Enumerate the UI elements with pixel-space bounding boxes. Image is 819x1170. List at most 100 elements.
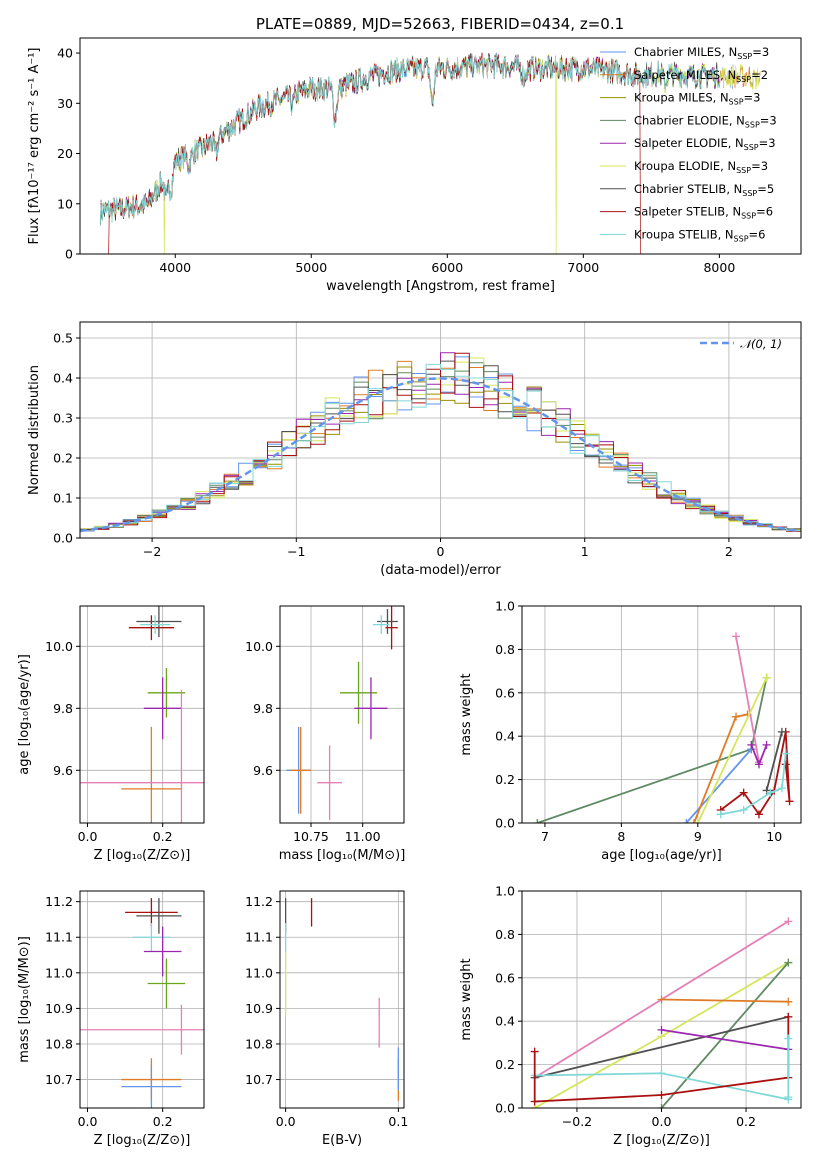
legend-label-count: =3 — [752, 45, 769, 59]
legend-label-subscript: SSP — [734, 234, 749, 243]
x-tick-label: 0.2 — [153, 829, 173, 844]
legend-label-count: =5 — [757, 182, 774, 196]
weight-marker — [754, 760, 763, 769]
axes-frame — [521, 890, 802, 1109]
normal-reference-curve — [80, 377, 799, 533]
x-axis-label: mass [log₁₀(M/M⊙)] — [279, 848, 406, 863]
x-axis-label: (data-model)/error — [380, 563, 501, 578]
y-tick-label: 10.9 — [45, 1001, 73, 1016]
y-tick-label: 0.0 — [495, 816, 515, 831]
y-tick-label: 9.6 — [53, 763, 73, 778]
weight-marker — [739, 788, 748, 797]
x-tick-label: 0.0 — [78, 829, 98, 844]
y-tick-label: 11.1 — [245, 930, 273, 945]
x-tick-label: 5000 — [295, 260, 327, 275]
x-tick-label: 8000 — [703, 260, 735, 275]
plot-area — [100, 52, 761, 254]
age-vs-mass-panel: 10.75 11.00 9.6 9.8 10.0 mass [log₁₀(M/M⊙)] — [245, 605, 406, 863]
x-tick-label: 2 — [725, 544, 733, 559]
weight-marker — [732, 632, 741, 641]
y-tick-label: 0.0 — [53, 531, 73, 546]
weight-marker — [716, 810, 725, 819]
y-tick-label: 11.1 — [45, 930, 73, 945]
weight-marker — [657, 1090, 666, 1099]
legend-label: Chabrier STELIB, NSSP=5 — [634, 182, 774, 198]
spectrum-line-salpeter-elodie — [100, 52, 720, 226]
legend-label-subscript: SSP — [742, 189, 757, 198]
y-tick-label: 9.8 — [53, 701, 73, 716]
weight-line — [696, 677, 768, 823]
weight-marker — [657, 1104, 666, 1108]
legend-label-count: =6 — [749, 227, 766, 241]
weight-marker — [754, 810, 763, 819]
legend-label: Kroupa STELIB, NSSP=6 — [634, 227, 765, 243]
legend-label-count: =3 — [759, 136, 776, 150]
y-tick-label: 11.2 — [45, 894, 73, 909]
y-tick-label: 0.4 — [495, 729, 515, 744]
legend-label-count: =3 — [760, 113, 777, 127]
plot-area — [80, 606, 204, 823]
y-tick-label: 0.8 — [495, 642, 515, 657]
x-tick-label: 6000 — [431, 260, 463, 275]
legend-label: Salpeter STELIB, NSSP=6 — [634, 205, 773, 221]
x-tick-label: 7000 — [567, 260, 599, 275]
y-tick-label: 0.2 — [53, 451, 73, 466]
y-tick-label: 20 — [57, 146, 73, 161]
y-tick-label: 0.1 — [53, 491, 73, 506]
y-tick-label: 11.0 — [45, 965, 73, 980]
y-tick-label: 0.5 — [53, 331, 73, 346]
legend-label-count: =2 — [751, 68, 768, 82]
age-vs-metallicity-panel: 0.0 0.2 9.6 9.8 10.0 Z [log₁₀(Z/Z⊙)] age [log₁… — [17, 605, 205, 863]
y-tick-label: 10.7 — [45, 1072, 73, 1087]
weight-marker — [530, 1047, 539, 1056]
y-tick-label: 10 — [57, 196, 73, 211]
legend-label-count: =3 — [751, 159, 768, 173]
weight-marker — [784, 997, 793, 1006]
weight-marker — [777, 784, 786, 793]
mass-vs-extinction-panel: 0.0 0.1 10.7 10.8 10.9 11.0 11.1 11.2 E(B-V) — [245, 890, 408, 1148]
weight-marker — [682, 819, 691, 823]
weight-line — [534, 1016, 789, 1079]
weight-marker — [657, 1025, 666, 1034]
axes-frame — [279, 605, 405, 824]
weight-marker — [784, 958, 793, 967]
legend-label-subscript: SSP — [737, 52, 752, 61]
y-tick-label: 1.0 — [495, 599, 515, 614]
axes-frame — [79, 321, 802, 539]
y-axis-label: mass weight — [459, 673, 474, 755]
weight-marker — [533, 819, 542, 823]
weight-marker — [657, 1069, 666, 1078]
y-axis-label: Flux [fλ10⁻¹⁷ erg cm⁻² s⁻¹ A⁻¹] — [27, 48, 42, 245]
weight-marker — [766, 788, 775, 797]
y-tick-label: 0.6 — [495, 685, 515, 700]
weight-line — [685, 748, 752, 823]
spectrum-line-chabrier-elodie — [100, 53, 720, 226]
plot-area — [286, 606, 398, 820]
weight-marker — [530, 1097, 539, 1106]
y-tick-label: 0.3 — [53, 411, 73, 426]
weight-marker — [762, 673, 771, 682]
x-tick-label: −0.2 — [562, 1114, 592, 1129]
weight-marker — [747, 740, 756, 749]
axes-frame — [79, 890, 205, 1109]
plot-area — [80, 898, 204, 1108]
x-tick-label: 0.1 — [388, 1114, 408, 1129]
x-tick-label: 0.2 — [736, 1114, 756, 1129]
x-tick-label: 1 — [581, 544, 589, 559]
y-tick-label: 11.0 — [245, 965, 273, 980]
x-axis-label: Z [log₁₀(Z/Z⊙)] — [613, 1133, 710, 1148]
y-axis-label: Normed distribution — [27, 365, 42, 495]
axes-frame — [521, 605, 802, 824]
axes-frame — [79, 37, 802, 255]
weight-line — [661, 1029, 789, 1051]
y-tick-label: 10.7 — [245, 1072, 273, 1087]
legend-label: Kroupa MILES, NSSP=3 — [634, 91, 760, 107]
legend-label-count: =6 — [756, 205, 773, 219]
weight-line — [660, 962, 789, 1108]
x-axis-label: Z [log₁₀(Z/Z⊙)] — [94, 848, 191, 863]
spectrum-line-chabrier-stelib — [100, 53, 720, 226]
legend-label: Kroupa ELODIE, NSSP=3 — [634, 159, 768, 175]
weight-marker — [784, 1034, 793, 1043]
legend-label: Salpeter ELODIE, NSSP=3 — [634, 136, 776, 152]
